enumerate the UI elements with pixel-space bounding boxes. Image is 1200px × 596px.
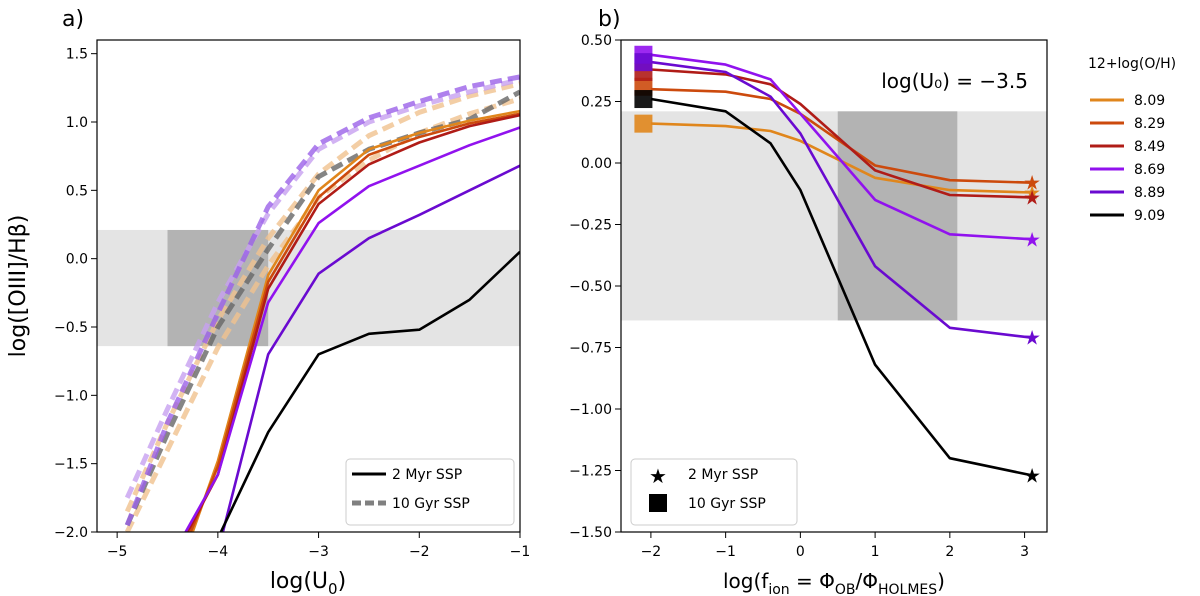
panel-a-bands [97,229,520,347]
series-line-8.89-2-myr [221,164,520,532]
shaded-region [837,111,958,321]
panel-a-xticks: −5 −4 −3 −2 −1 [107,532,530,560]
metallicity-legend-title: 12+log(O/H) [1088,56,1176,72]
series-line-9.09-2-myr [219,250,520,532]
x-tick-label: −2 [641,544,662,560]
x-tick-label: −4 [208,544,229,560]
legend-star-marker: ★ [649,464,667,488]
y-tick-label: 1.5 [66,47,88,63]
y-tick-label: −1.00 [569,402,612,418]
metallicity-label-8.49: 8.49 [1134,139,1165,155]
series-line-8.09 [650,122,1033,194]
series-line-8.69-2-myr [184,126,520,532]
series-line-8.49-10-gyr [124,77,520,499]
y-tick-label: 0.0 [66,252,88,268]
panel-b-series: ★★★★★★ [634,45,1041,487]
star-marker-8.29: ★ [1023,171,1041,195]
y-tick-label: 0.00 [581,156,612,172]
square-marker-9.09 [634,90,653,109]
y-tick-label: −1.50 [569,525,612,541]
x-tick-label: −3 [308,544,329,560]
y-tick-label: 0.5 [66,183,88,199]
star-marker-8.69: ★ [1023,227,1041,251]
metallicity-legend: 12+log(O/H) 8.09 8.29 8.49 8.69 8.89 9.09 [1088,56,1176,224]
y-tick-label: −0.50 [569,279,612,295]
panel-a-legend: 2 Myr SSP 10 Gyr SSP [345,458,515,526]
panel-a-label: a) [62,7,84,32]
panel-a-series [124,74,520,532]
series-line-8.89 [650,60,1033,339]
metallicity-label-8.29: 8.29 [1134,116,1165,132]
x-tick-label: −1 [715,544,736,560]
y-tick-label: −1.0 [54,388,88,404]
y-tick-label: −2.0 [54,525,88,541]
x-tick-label: −2 [409,544,430,560]
legend-star-label: 2 Myr SSP [688,467,758,483]
x-tick-label: −5 [107,544,128,560]
panel-b-xlabel: log(fion = ΦOB/ΦHOLMES) [723,569,945,596]
y-tick-label: 0.50 [581,33,612,49]
series-line-8.69 [650,53,1033,241]
panel-b-bands [621,111,1047,321]
panel-b-xticks: −2 −1 0 1 2 3 [641,532,1029,560]
panel-a-legend-box [345,458,515,526]
metallicity-label-9.09: 9.09 [1134,208,1165,224]
legend-square-marker [649,494,667,512]
shaded-band [621,111,1047,321]
y-tick-label: 1.0 [66,115,88,131]
panel-a-yticks: −2.0 −1.5 −1.0 −0.5 0.0 0.5 1.0 1.5 [54,47,97,541]
star-marker-8.89: ★ [1023,326,1041,350]
y-tick-label: −1.5 [54,457,88,473]
legend-10gyr-label: 10 Gyr SSP [392,496,470,512]
metallicity-label-8.69: 8.69 [1134,162,1165,178]
panel-b: b) ★★★★★★ −2 −1 0 1 2 3 −1.50−1.25−1.00−0.75−… [569,7,1048,596]
square-marker-8.09 [634,114,653,133]
metallicity-label-8.09: 8.09 [1134,93,1165,109]
x-tick-label: 3 [1020,544,1029,560]
panel-b-legend-box [630,458,798,526]
star-marker-8.09: ★ [1023,181,1041,205]
x-tick-label: 1 [871,544,880,560]
metallicity-label-8.89: 8.89 [1134,185,1165,201]
panel-a-xlabel: log(U0) [270,569,346,596]
panel-a: a) −5 −4 −3 −2 −1 −2.0 −1.5 −1.0 −0.5 0.0 0.5 1.0 1… [6,7,530,596]
square-marker-8.89 [634,53,653,72]
series-line-9.09 [650,97,1033,477]
y-tick-label: −0.25 [569,218,612,234]
series-line-8.49 [650,68,1033,199]
series-line-8.09-2-myr [191,109,520,532]
panel-a-ylabel: log([OIII]/Hβ) [6,215,31,358]
y-tick-label: 0.25 [581,95,612,111]
x-tick-label: 0 [796,544,805,560]
panel-a-frame [96,39,521,533]
panel-b-label: b) [598,7,621,32]
star-marker-8.49: ★ [1023,185,1041,209]
y-tick-label: −1.25 [569,464,612,480]
series-line-8.69-10-gyr [124,74,520,527]
x-tick-label: 2 [945,544,954,560]
x-tick-label: −1 [510,544,531,560]
y-tick-label: −0.75 [569,341,612,357]
star-marker-9.09: ★ [1023,463,1041,487]
panel-b-yticks: −1.50 −1.25 −1.00 −0.75 −0.50 −0.25 0.00 0.25 0.… [569,33,621,541]
y-tick-label: −0.5 [54,320,88,336]
legend-square-label: 10 Gyr SSP [688,496,766,512]
panel-b-legend: ★ 2 Myr SSP 10 Gyr SSP [630,458,798,526]
legend-2myr-label: 2 Myr SSP [392,467,462,483]
series-line-8.29-2-myr [189,112,520,532]
panel-b-annotation: log(U₀) = −3.5 [881,69,1028,93]
